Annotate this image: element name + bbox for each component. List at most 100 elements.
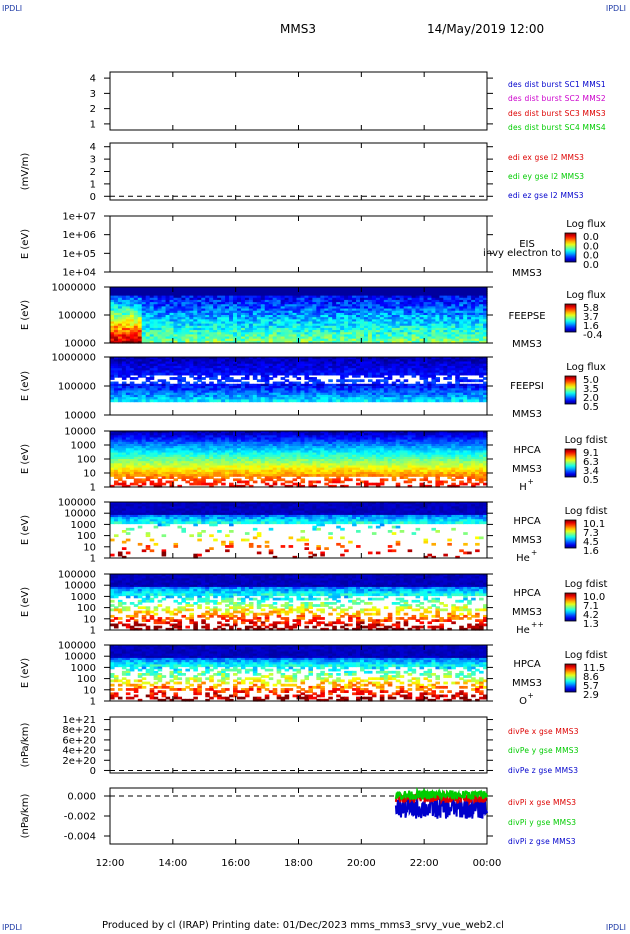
- heatmap-cell: [161, 340, 167, 344]
- heatmap-cell: [268, 368, 274, 371]
- heatmap-cell: [375, 370, 381, 374]
- heatmap-cell: [201, 372, 206, 376]
- heatmap-cell: [284, 308, 290, 312]
- heatmap-cell: [169, 383, 175, 387]
- heatmap-cell: [379, 293, 385, 297]
- heatmap-cell: [280, 390, 286, 394]
- heatmap-cell: [209, 359, 214, 363]
- heatmap-cell: [137, 467, 143, 471]
- heatmap-cell: [451, 336, 456, 340]
- heatmap-cell: [181, 338, 186, 342]
- heatmap-cell: [367, 293, 373, 297]
- heatmap-cell: [129, 340, 135, 344]
- heatmap-cell: [471, 295, 476, 299]
- heatmap-cell: [177, 304, 183, 307]
- heatmap-cell: [189, 287, 194, 290]
- heatmap-cell: [248, 372, 254, 376]
- heatmap-cell: [316, 325, 321, 329]
- heatmap-cell: [360, 368, 365, 371]
- heatmap-cell: [197, 372, 202, 376]
- heatmap-cell: [391, 319, 397, 323]
- heatmap-cell: [312, 357, 317, 360]
- heatmap-cell: [467, 310, 472, 314]
- heatmap-cell: [367, 365, 373, 369]
- heatmap-cell: [268, 317, 274, 320]
- heatmap-cell: [471, 340, 476, 344]
- colorbar-value: 3.7: [583, 312, 599, 323]
- heatmap-cell: [225, 374, 230, 378]
- heatmap-cell: [379, 383, 385, 387]
- heatmap-cell: [125, 467, 131, 471]
- heatmap-cell: [165, 386, 171, 389]
- heatmap-cell: [435, 327, 440, 331]
- heatmap-cell: [117, 374, 123, 378]
- heatmap-cell: [379, 397, 385, 400]
- heatmap-cell: [129, 312, 135, 316]
- heatmap-cell: [407, 394, 413, 398]
- heatmap-cell: [125, 332, 131, 335]
- heatmap-cell: [483, 308, 488, 312]
- heatmap-cell: [308, 359, 313, 363]
- heatmap-cell: [439, 287, 444, 290]
- heatmap-cell: [431, 332, 437, 335]
- heatmap-cell: [161, 312, 167, 316]
- heatmap-cell: [177, 306, 183, 310]
- heatmap-cell: [189, 370, 194, 374]
- heatmap-cell: [312, 368, 317, 371]
- heatmap-cell: [348, 394, 353, 398]
- heatmap-cell: [419, 365, 425, 369]
- heatmap-cell: [431, 370, 437, 374]
- heatmap-cell: [113, 381, 119, 385]
- heatmap-cell: [391, 390, 397, 394]
- y-tick-label: 1e+05: [62, 249, 96, 260]
- heatmap-cell: [455, 334, 460, 338]
- heatmap-cell: [391, 289, 397, 292]
- heatmap-cell: [336, 299, 341, 303]
- heatmap-cell: [407, 306, 413, 310]
- heatmap-cell: [193, 394, 198, 398]
- heatmap-cell: [189, 330, 194, 333]
- heatmap-cell: [292, 386, 298, 389]
- heatmap-cell: [439, 361, 444, 365]
- heatmap-cell: [177, 289, 183, 292]
- heatmap-cell: [280, 359, 286, 363]
- heatmap-cell: [387, 394, 393, 398]
- heatmap-cell: [165, 372, 171, 376]
- heatmap-cell: [455, 330, 460, 333]
- heatmap-cell: [153, 450, 159, 454]
- heatmap-cell: [431, 308, 437, 312]
- heatmap-cell: [308, 330, 313, 333]
- heatmap-cell: [316, 293, 321, 297]
- corner-label-bottom-right: IPDLI: [605, 923, 626, 932]
- heatmap-cell: [391, 370, 397, 374]
- heatmap-cell: [403, 325, 409, 329]
- heatmap-cell: [125, 315, 131, 318]
- y-axis-label: (mV/m): [20, 153, 31, 191]
- heatmap-cell: [189, 295, 194, 299]
- heatmap-cell: [316, 334, 321, 338]
- heatmap-cell: [340, 289, 345, 292]
- heatmap-cell: [471, 338, 476, 342]
- heatmap-cell: [471, 379, 476, 383]
- heatmap-cell: [141, 304, 147, 307]
- heatmap-cell: [360, 299, 365, 303]
- heatmap-cell: [165, 299, 171, 303]
- heatmap-cell: [427, 386, 433, 389]
- heatmap-cell: [320, 361, 325, 365]
- heatmap-cell: [471, 321, 476, 325]
- heatmap-cell: [379, 394, 385, 398]
- heatmap-cell: [240, 289, 246, 292]
- heatmap-cell: [304, 392, 310, 396]
- heatmap-cell: [427, 291, 433, 295]
- heatmap-cell: [463, 310, 468, 314]
- heatmap-cell: [475, 399, 480, 403]
- heatmap-cell: [344, 302, 349, 305]
- heatmap-cell: [193, 327, 198, 331]
- heatmap-cell: [268, 370, 274, 374]
- heatmap-cell: [308, 302, 313, 305]
- heatmap-cell: [201, 336, 206, 340]
- heatmap-cell: [443, 340, 448, 344]
- heatmap-cell: [367, 327, 373, 331]
- heatmap-cell: [284, 319, 290, 323]
- heatmap-cell: [173, 377, 179, 380]
